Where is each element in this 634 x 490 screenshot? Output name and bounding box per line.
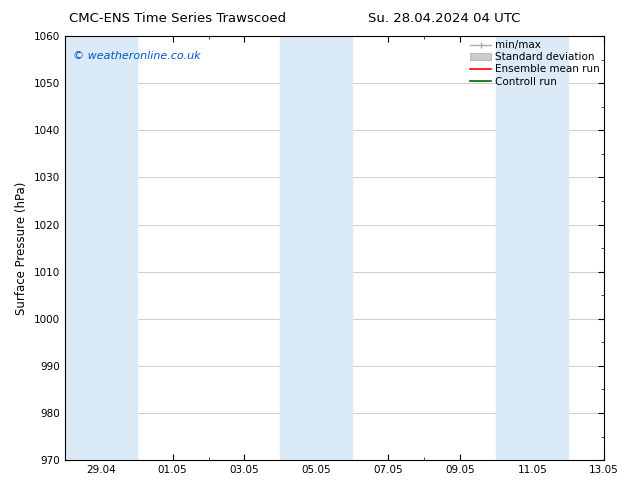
Text: Su. 28.04.2024 04 UTC: Su. 28.04.2024 04 UTC	[368, 12, 520, 25]
Bar	[280, 36, 353, 460]
Text: CMC-ENS Time Series Trawscoed: CMC-ENS Time Series Trawscoed	[69, 12, 286, 25]
Legend: min/max, Standard deviation, Ensemble mean run, Controll run: min/max, Standard deviation, Ensemble me…	[468, 38, 602, 89]
Text: © weatheronline.co.uk: © weatheronline.co.uk	[73, 51, 200, 61]
Y-axis label: Surface Pressure (hPa): Surface Pressure (hPa)	[15, 181, 28, 315]
Bar	[65, 36, 136, 460]
Bar	[496, 36, 568, 460]
